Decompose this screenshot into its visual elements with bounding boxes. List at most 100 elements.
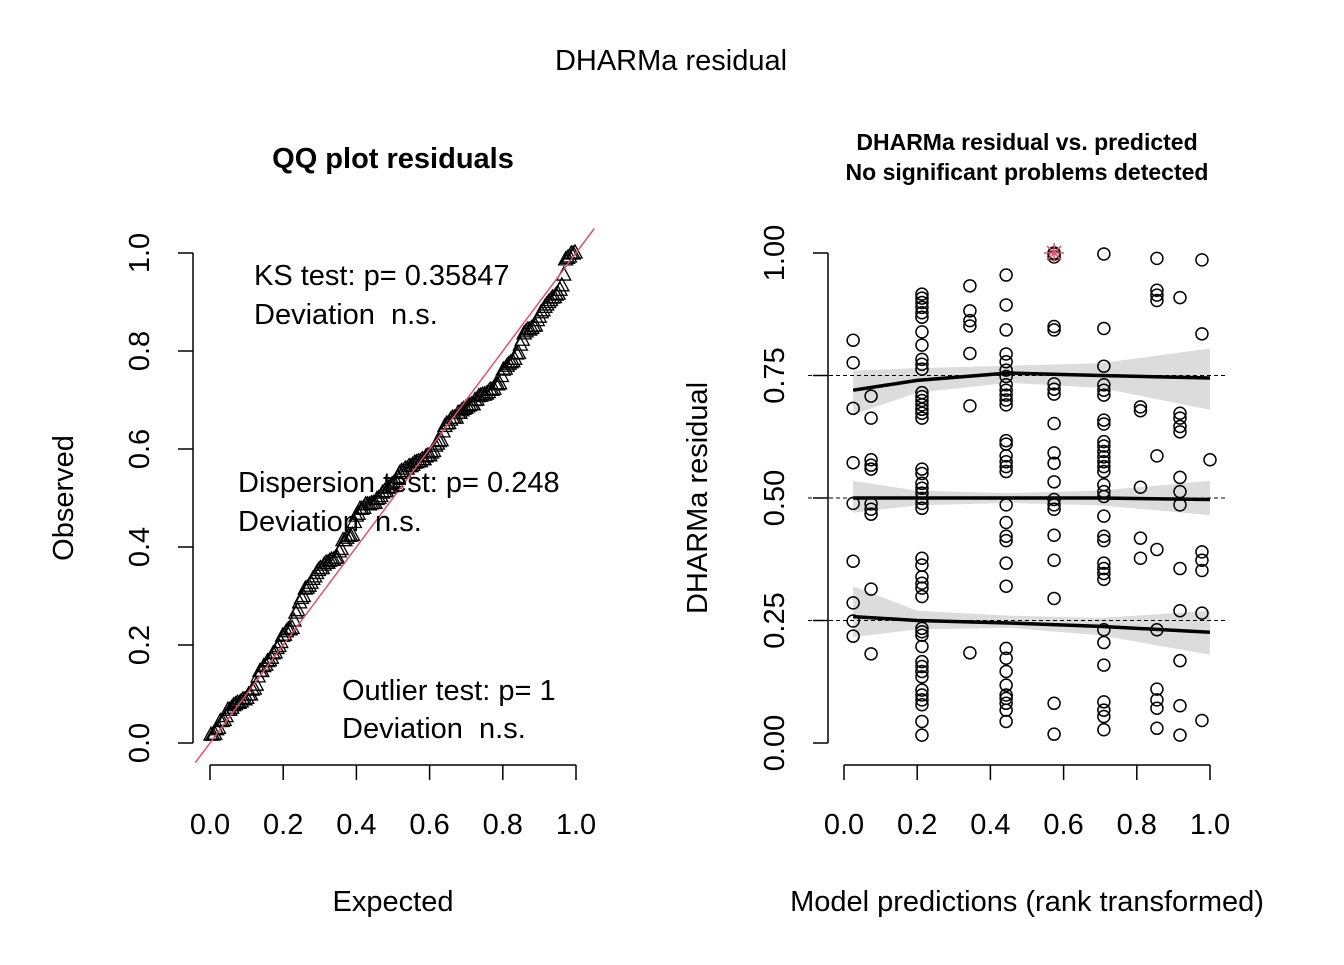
residual-y-tick-label: 1.00 <box>759 225 791 281</box>
qq-point <box>533 303 550 319</box>
residual-point <box>915 295 929 310</box>
residual-point <box>915 402 929 417</box>
outlier-test-text: Outlier test: p= 1 <box>342 675 556 707</box>
residual-point <box>1173 425 1187 439</box>
residual-point <box>864 453 878 467</box>
residual-point <box>915 654 929 669</box>
residual-point <box>999 433 1013 448</box>
residual-point <box>915 362 929 376</box>
residual-point <box>846 356 860 370</box>
residual-point <box>1195 327 1209 341</box>
residual-point <box>915 659 929 674</box>
quantile-fit-line-0.75 <box>852 371 1211 392</box>
residual-point <box>1097 464 1111 479</box>
residual-point <box>1097 566 1111 581</box>
residual-point <box>999 363 1013 377</box>
residual-point <box>864 507 878 521</box>
residual-point <box>1097 444 1111 459</box>
qq-y-tick-label: 0.0 <box>124 723 156 763</box>
residual-point <box>846 596 860 610</box>
residual-point <box>1097 383 1111 397</box>
residual-point <box>1097 321 1111 336</box>
residual-point <box>1150 693 1164 707</box>
residual-point <box>999 515 1013 530</box>
residual-point <box>915 558 929 572</box>
residual-point <box>1195 713 1209 728</box>
residual-point <box>864 502 878 517</box>
residual-ylabel: DHARMa residual <box>682 382 714 614</box>
residual-point <box>1097 658 1111 672</box>
residual-point <box>1097 450 1111 464</box>
residual-point <box>915 698 929 712</box>
qq-y-tick-label: 1.0 <box>124 233 156 273</box>
residual-point <box>864 458 878 472</box>
residual-point <box>963 319 977 333</box>
qq-point <box>383 475 401 491</box>
dispersion-deviation-text: Deviation n.s. <box>238 506 422 538</box>
qq-y-tick-label: 0.6 <box>124 429 156 469</box>
qq-point <box>516 324 533 340</box>
residual-point <box>963 646 977 660</box>
qq-point <box>250 667 267 683</box>
quantile-band-0.25 <box>853 586 1210 655</box>
qq-point <box>500 354 518 370</box>
residual-point <box>846 554 860 568</box>
residual-y-tick-label: 0.00 <box>759 715 791 771</box>
residual-point <box>1173 699 1187 713</box>
residual-point <box>1203 453 1217 467</box>
qq-point <box>548 285 565 301</box>
qq-point <box>299 578 316 594</box>
qq-point <box>512 335 529 351</box>
residual-point <box>1097 413 1111 427</box>
residual-point <box>1097 556 1111 570</box>
residual-point <box>1195 553 1209 567</box>
residual-point <box>1097 247 1111 261</box>
qq-point <box>248 675 265 691</box>
qq-point <box>325 550 342 566</box>
qq-point <box>566 243 584 259</box>
residual-point <box>1173 470 1187 485</box>
qq-y-tick-label: 0.2 <box>124 625 156 665</box>
residual-y-tick-label: 0.50 <box>759 470 791 526</box>
residual-point <box>963 399 977 413</box>
residual-point <box>1047 446 1061 460</box>
residual-point <box>1133 531 1148 545</box>
residual-y-tick-label: 0.75 <box>759 347 791 403</box>
residual-point <box>999 268 1013 282</box>
residual-x-tick-label: 0.4 <box>970 809 1010 841</box>
qq-x-tick-label: 0.8 <box>483 809 523 841</box>
residual-point <box>915 639 929 654</box>
residual-point <box>999 696 1013 711</box>
residual-point <box>999 529 1013 543</box>
qq-point <box>457 398 474 414</box>
residual-point <box>915 306 929 320</box>
residual-point <box>1195 545 1209 559</box>
residual-point <box>1150 288 1164 302</box>
residual-point <box>999 464 1013 479</box>
qq-x-tick-label: 0.0 <box>190 809 230 841</box>
qq-point <box>289 601 306 617</box>
residual-point <box>1047 387 1061 401</box>
residual-point <box>915 501 929 516</box>
residual-x-tick-label: 1.0 <box>1190 809 1230 841</box>
residual-point <box>1097 359 1111 373</box>
residual-point <box>1133 400 1148 414</box>
residual-point <box>864 411 878 425</box>
qq-point <box>244 680 261 696</box>
residual-point <box>1097 561 1111 576</box>
residual-title-line2: No significant problems detected <box>846 159 1209 185</box>
residual-point <box>1097 388 1111 402</box>
residual-point <box>1097 572 1111 587</box>
residual-point <box>1097 695 1111 709</box>
residual-point <box>915 581 929 595</box>
residual-point <box>915 589 929 604</box>
qq-point <box>478 384 495 400</box>
qq-point <box>295 587 312 603</box>
residual-point <box>915 693 929 707</box>
qq-point <box>448 408 465 424</box>
qq-title: QQ plot residuals <box>272 143 514 175</box>
residual-point <box>1047 528 1061 542</box>
residual-point <box>915 357 929 371</box>
residual-point <box>1097 529 1111 543</box>
residual-point <box>864 462 878 476</box>
